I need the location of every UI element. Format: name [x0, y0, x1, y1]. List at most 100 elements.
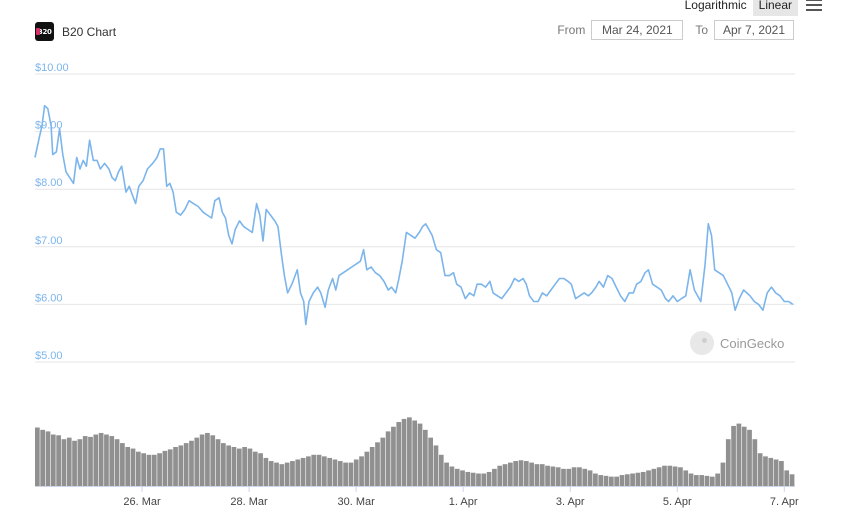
volume-bar — [205, 432, 210, 486]
volume-bar — [763, 456, 768, 486]
volume-bar — [709, 476, 715, 486]
volume-bar — [566, 468, 572, 486]
volume-bar — [40, 429, 46, 486]
volume-bar — [199, 434, 205, 486]
volume-bar — [327, 457, 333, 486]
chart-header: B20 B20 Chart Logarithmic Linear From To — [0, 0, 842, 60]
volume-bar — [640, 471, 646, 486]
volume-bar — [523, 461, 529, 486]
volume-bar — [779, 461, 784, 486]
volume-bar — [725, 439, 731, 486]
volume-bar — [646, 470, 651, 486]
y-tick-label: $5.00 — [35, 350, 63, 362]
volume-bar — [598, 475, 604, 486]
volume-bar — [295, 459, 301, 486]
hamburger-menu-icon[interactable] — [806, 0, 822, 11]
volume-bar — [539, 464, 545, 486]
volume-bar — [337, 461, 343, 486]
from-label: From — [557, 23, 586, 37]
volume-bar — [35, 427, 40, 486]
volume-bar — [635, 472, 641, 486]
volume-bar — [146, 454, 152, 486]
scale-toggle: Logarithmic Linear — [679, 0, 822, 16]
volume-bar — [221, 443, 226, 486]
volume-bar — [236, 448, 242, 486]
volume-bar — [577, 467, 582, 486]
volume-bar — [125, 447, 131, 486]
volume-bar — [321, 456, 327, 486]
volume-bar — [135, 451, 141, 486]
volume-bar — [401, 418, 407, 486]
volume-bar — [752, 439, 758, 486]
volume-bar — [529, 462, 534, 486]
x-tick-label: 30. Mar — [337, 496, 375, 508]
volume-bar — [300, 457, 306, 486]
volume-bar — [470, 472, 476, 486]
volume-bar — [784, 470, 790, 486]
volume-bar — [757, 453, 763, 486]
volume-bar — [375, 442, 380, 486]
volume-bar — [359, 456, 364, 486]
volume-bar — [120, 443, 125, 486]
volume-bar — [545, 465, 550, 486]
volume-bar — [699, 475, 705, 486]
volume-bar — [369, 447, 375, 486]
volume-bar — [502, 464, 508, 486]
volume-bar — [694, 475, 699, 486]
volume-bar — [460, 470, 465, 486]
x-tick-label: 26. Mar — [123, 496, 161, 508]
volume-bar — [582, 468, 588, 486]
x-tick-label: 1. Apr — [449, 496, 478, 508]
volume-bar — [486, 471, 492, 486]
volume-bar — [173, 447, 178, 486]
volume-bar — [656, 467, 662, 486]
volume-bar — [306, 456, 311, 486]
date-range: From To — [557, 20, 794, 40]
volume-bar — [364, 451, 370, 486]
volume-bar — [98, 432, 104, 486]
volume-bar — [481, 473, 487, 486]
volume-bar — [45, 431, 51, 486]
volume-bar — [141, 453, 146, 486]
volume-bar — [561, 468, 566, 486]
volume-bar — [162, 450, 168, 486]
volume-bar — [332, 459, 338, 486]
volume-bar — [736, 423, 742, 486]
volume-bar — [72, 440, 77, 486]
volume-bar — [242, 447, 247, 486]
volume-bar — [741, 426, 747, 486]
from-date-input[interactable] — [591, 20, 684, 40]
to-date-input[interactable] — [714, 20, 794, 40]
volume-bar — [258, 453, 263, 486]
volume-bar — [614, 476, 620, 486]
volume-bars — [35, 417, 795, 486]
y-tick-label: $6.00 — [35, 292, 63, 304]
volume-bar — [66, 437, 72, 486]
volume-bar — [279, 464, 285, 486]
x-axis-labels: 26. Mar 28. Mar 30. Mar 1. Apr 3. Apr 5. Apr 7… — [123, 486, 799, 508]
volume-bar — [268, 461, 274, 486]
volume-bar — [82, 436, 88, 486]
volume-bar — [518, 460, 524, 486]
volume-bar — [624, 474, 630, 486]
volume-bar — [226, 445, 232, 486]
volume-bar — [476, 473, 481, 486]
scale-logarithmic-button[interactable]: Logarithmic — [684, 0, 747, 12]
volume-bar — [274, 462, 279, 486]
volume-bar — [167, 449, 173, 486]
y-tick-label: $7.00 — [35, 235, 63, 247]
y-tick-label: $8.00 — [35, 177, 63, 189]
x-tick-label: 3. Apr — [556, 496, 585, 508]
scale-linear-button[interactable]: Linear — [752, 0, 798, 16]
volume-bar — [61, 439, 67, 486]
volume-bar — [550, 466, 556, 486]
volume-bar — [157, 453, 162, 486]
volume-bar — [747, 429, 752, 486]
chart-title-group: B20 B20 Chart — [35, 22, 116, 41]
x-tick-label: 5. Apr — [663, 496, 692, 508]
volume-bar — [555, 467, 561, 486]
volume-bar — [88, 436, 93, 486]
volume-bar — [630, 473, 635, 486]
volume-bar — [417, 423, 423, 486]
volume-bar — [194, 437, 200, 486]
